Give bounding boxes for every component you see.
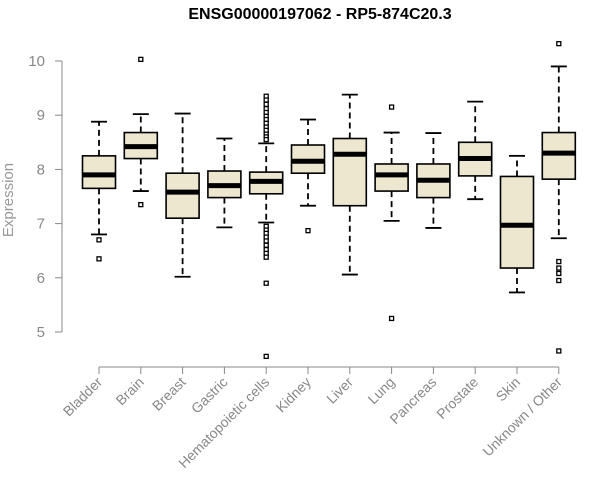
outlier-point [556, 348, 562, 354]
outlier-point [263, 254, 269, 260]
x-tick-label: Lung [364, 374, 397, 407]
y-tick-label: 9 [37, 107, 45, 124]
box-unknown-other [541, 41, 577, 354]
x-tick-label: Bladder [60, 374, 106, 420]
outlier-point [138, 56, 144, 63]
outlier-point [556, 270, 562, 277]
iqr-box [81, 155, 117, 190]
y-axis-title: Expression [0, 163, 17, 237]
box-kidney [290, 118, 326, 234]
outlier-point [556, 41, 562, 47]
outlier-point [263, 238, 269, 244]
outlier-point [263, 280, 269, 286]
x-tick-label: Prostate [433, 374, 481, 422]
outlier-point [556, 277, 562, 284]
outlier-point [388, 104, 395, 110]
x-tick-label: Kidney [273, 374, 315, 416]
iqr-box [165, 172, 200, 219]
x-tick-label: Liver [323, 374, 356, 407]
y-tick-label: 6 [37, 270, 45, 287]
outlier-point [96, 256, 102, 262]
outlier-point [263, 353, 269, 360]
box-skin [499, 154, 535, 294]
iqr-box [374, 163, 409, 192]
outlier-point [263, 97, 269, 103]
outlier-point [556, 258, 562, 265]
iqr-box [541, 131, 577, 180]
box-pancreas [416, 132, 451, 229]
box-prostate [457, 100, 493, 201]
outlier-point [263, 242, 269, 248]
x-tick-label: Unknown / Other [479, 374, 565, 460]
iqr-box [499, 175, 535, 269]
outlier-point [556, 265, 562, 271]
outlier-point [96, 237, 102, 243]
outlier-point [263, 136, 269, 143]
y-tick-label: 10 [28, 53, 45, 70]
iqr-box [332, 137, 368, 207]
outlier-point [263, 101, 269, 108]
x-tick-label: Skin [493, 374, 524, 405]
box-bladder [81, 120, 117, 262]
x-tick-label: Breast [149, 374, 189, 414]
outlier-point [138, 201, 144, 208]
box-liver [332, 93, 368, 276]
chart-title: ENSG00000197062 - RP5-874C20.3 [188, 6, 452, 23]
y-tick-label: 7 [37, 216, 45, 233]
boxes [81, 41, 577, 360]
x-tick-label: Brain [112, 374, 146, 408]
y-tick-label: 8 [37, 161, 45, 178]
outlier-point [388, 315, 395, 322]
box-brain [123, 56, 159, 208]
box-lung [374, 104, 409, 322]
box-gastric [207, 137, 242, 229]
y-tick-label: 5 [37, 324, 45, 341]
outlier-point [305, 227, 311, 234]
box-hematopoietic-cells [248, 93, 284, 360]
y-axis: 5 6 7 8 9 10 [28, 53, 63, 341]
box-breast [165, 112, 200, 278]
